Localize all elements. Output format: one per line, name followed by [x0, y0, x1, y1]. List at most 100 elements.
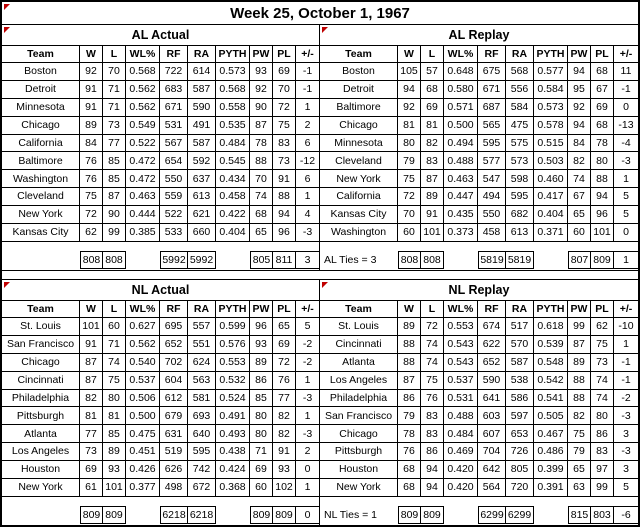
col-header-pyth: PYTH [534, 46, 568, 63]
stat-cell: 94 [421, 461, 444, 480]
stat-cell: 0.505 [534, 407, 568, 426]
team-name-cell: Atlanta [320, 353, 398, 372]
team-name-cell: New York [320, 479, 398, 497]
stat-cell: 88 [398, 335, 421, 354]
stat-cell: 494 [478, 188, 506, 207]
stat-cell: 0.438 [216, 443, 250, 462]
stat-cell: 1 [296, 99, 319, 117]
spacer-row [2, 497, 319, 506]
stat-cell: 491 [188, 116, 216, 135]
stat-cell: 0.578 [534, 116, 568, 135]
total-pyth-wins: 809 [250, 506, 273, 524]
stat-cell: 91 [80, 335, 103, 354]
stat-cell: 76 [398, 443, 421, 462]
stat-cell: 1 [296, 407, 319, 426]
total-pyth-wins: 815 [568, 506, 591, 524]
total-diff: 3 [296, 251, 319, 269]
stat-cell: 0.404 [216, 224, 250, 242]
stat-cell: 671 [478, 80, 506, 99]
stat-cell: -1 [296, 63, 319, 81]
team-name-cell: Minnesota [320, 134, 398, 153]
stat-cell: 0.568 [216, 80, 250, 99]
stat-cell: 0.391 [534, 479, 568, 497]
table-title-nl-actual: NL Actual [2, 280, 319, 301]
stat-cell: 720 [506, 479, 534, 497]
stat-cell: 67 [568, 188, 591, 207]
stat-cell: 1 [614, 170, 638, 189]
stat-cell: 0.458 [216, 188, 250, 207]
stat-cell: 81 [80, 407, 103, 426]
stat-cell: 69 [273, 63, 296, 81]
stat-cell: 538 [506, 371, 534, 390]
stat-cell: 72 [80, 206, 103, 225]
stat-cell: 624 [188, 353, 216, 372]
stat-cell: 94 [421, 479, 444, 497]
stat-cell: 458 [478, 224, 506, 242]
stat-cell: 82 [80, 389, 103, 408]
stat-cell: 94 [398, 80, 421, 99]
col-header-diff: +/- [614, 301, 638, 318]
stat-cell: 92 [398, 98, 421, 117]
stat-cell: 0.475 [126, 425, 160, 444]
stat-cell: -1 [296, 81, 319, 99]
stat-cell: 87 [80, 353, 103, 372]
stat-cell: 550 [478, 206, 506, 225]
comment-marker-icon [322, 27, 328, 33]
stat-cell: 82 [273, 407, 296, 426]
stat-cell: 0.531 [444, 389, 478, 408]
table-body: Boston 92 70 0.568 722 614 0.573 93 69 -1 Detroit 9… [2, 63, 319, 242]
stat-cell: 550 [160, 170, 188, 189]
stat-cell: 0.548 [534, 353, 568, 372]
stat-cell: 75 [273, 116, 296, 135]
stat-cell: 69 [273, 335, 296, 354]
stat-cell: 89 [80, 116, 103, 135]
main-title-bar: Week 25, October 1, 1967 [2, 2, 638, 25]
stat-cell: 79 [398, 407, 421, 426]
table-body: St. Louis 101 60 0.627 695 557 0.599 96 65 5 San F… [2, 318, 319, 497]
comment-marker-icon [4, 4, 10, 10]
stat-cell: 603 [478, 407, 506, 426]
stat-cell: 592 [188, 152, 216, 171]
stat-cell: 6 [296, 170, 319, 189]
stat-cell: 60 [398, 224, 421, 242]
comment-marker-icon [322, 282, 328, 288]
stat-cell: 63 [568, 479, 591, 497]
col-header-wl-pct: WL% [444, 46, 478, 63]
stat-cell: 68 [591, 116, 614, 135]
stat-cell: 67 [591, 80, 614, 99]
stat-cell: 5 [614, 479, 638, 497]
team-name-cell: St. Louis [320, 318, 398, 336]
stat-cell: 73 [103, 116, 126, 135]
stat-cell: 71 [103, 98, 126, 117]
stat-cell: 0.545 [216, 152, 250, 171]
empty-cell [216, 251, 250, 269]
stat-cell: 587 [188, 134, 216, 153]
col-header-w: W [398, 301, 421, 318]
table-title-al-actual: AL Actual [2, 25, 319, 46]
stat-cell: 613 [188, 188, 216, 207]
stat-cell: 86 [398, 389, 421, 408]
team-name-cell: Los Angeles [320, 371, 398, 390]
col-header-team: Team [320, 46, 398, 63]
col-header-team: Team [2, 301, 80, 318]
stat-cell: 0.404 [534, 206, 568, 225]
stat-cell: 85 [103, 170, 126, 189]
stat-cell: 0.648 [444, 63, 478, 81]
stat-cell: 0.543 [444, 353, 478, 372]
stat-cell: -3 [614, 443, 638, 462]
stat-cell: 87 [250, 116, 273, 135]
stat-cell: -13 [614, 117, 638, 135]
total-runs-against: 5819 [506, 251, 534, 269]
stat-cell: 69 [250, 461, 273, 480]
total-diff: -6 [614, 506, 638, 524]
stat-cell: 0.541 [534, 389, 568, 408]
col-header-l: L [421, 301, 444, 318]
stat-cell: 595 [478, 134, 506, 153]
total-wins: 809 [398, 506, 421, 524]
header-row: Team W L WL% RF RA PYTH PW PL +/- [320, 46, 638, 63]
stat-cell: 92 [80, 63, 103, 81]
stat-cell: 68 [398, 461, 421, 480]
team-name-cell: San Francisco [2, 335, 80, 354]
team-name-cell: Kansas City [320, 206, 398, 225]
